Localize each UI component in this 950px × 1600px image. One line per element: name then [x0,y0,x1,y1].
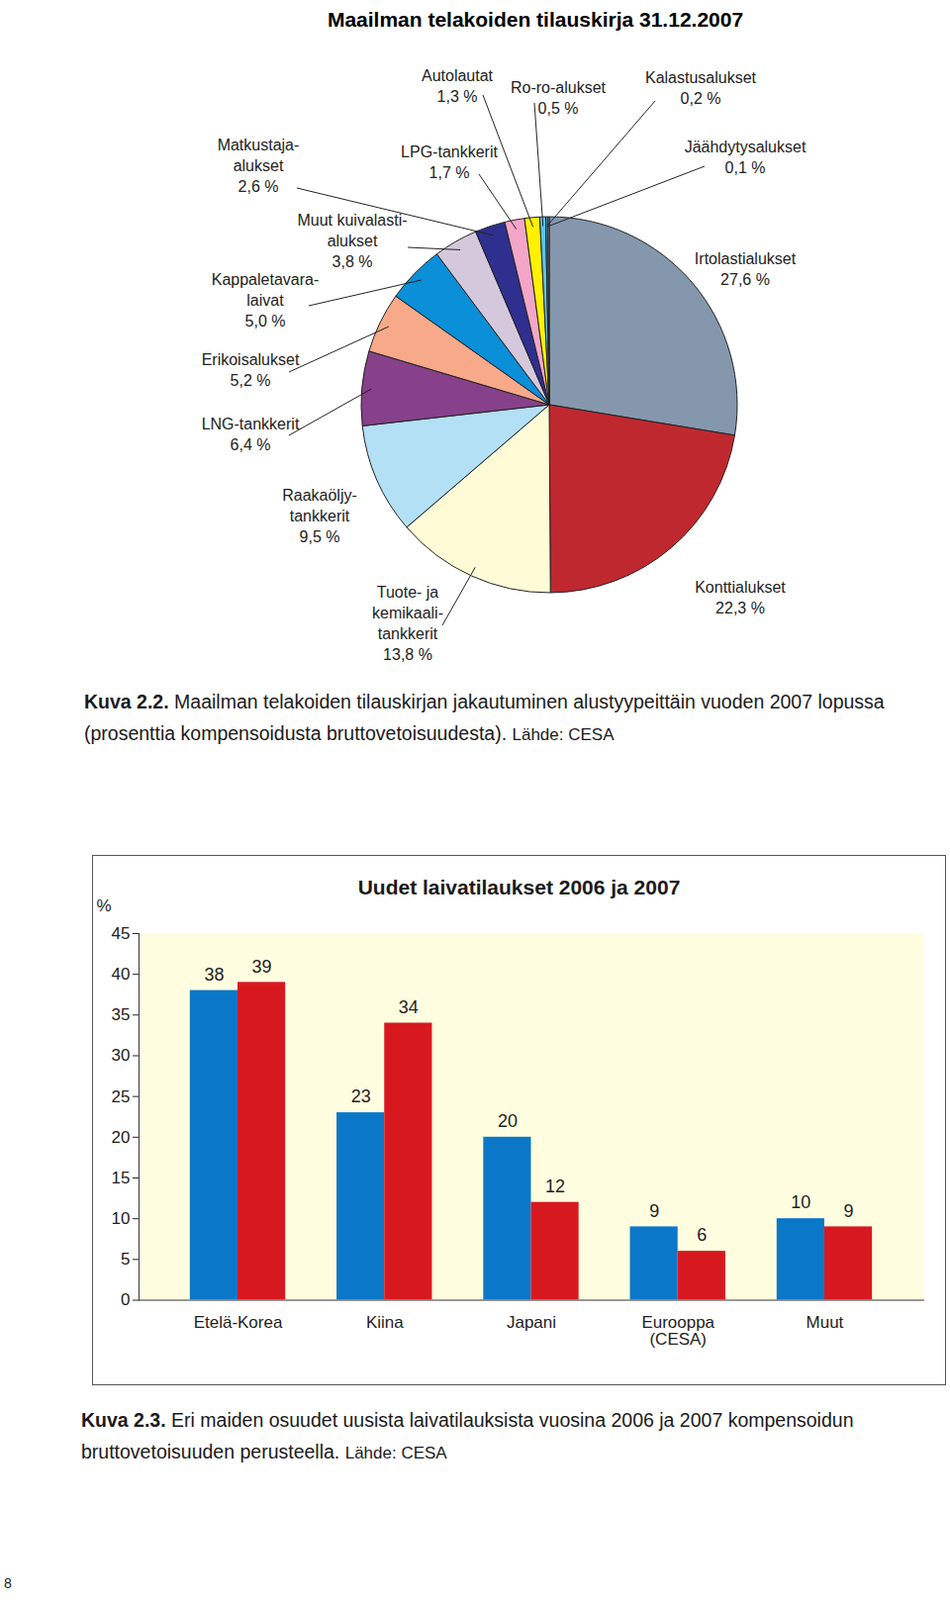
svg-text:9: 9 [649,1201,660,1222]
svg-text:Erikoisalukset5,2 %: Erikoisalukset5,2 % [201,351,300,389]
svg-text:Matkustaja-alukset2,6 %: Matkustaja-alukset2,6 % [217,136,300,195]
svg-text:9: 9 [844,1201,855,1222]
svg-text:39: 39 [252,956,273,977]
svg-text:Jäähdytysalukset0,1 %: Jäähdytysalukset0,1 % [684,138,807,177]
svg-text:45: 45 [111,924,131,944]
svg-text:0: 0 [120,1290,130,1310]
svg-text:Muut kuivalasti-alukset3,8 %: Muut kuivalasti-alukset3,8 % [296,211,407,271]
svg-text:Muut: Muut [806,1313,845,1332]
svg-text:20: 20 [497,1111,518,1132]
svg-text:%: % [96,896,112,916]
html-text:Kuva 2.2. Maailman telakoiden: Kuva 2.2. Maailman telakoiden tilauskirj… [84,690,885,745]
svg-text:Kiina: Kiina [366,1313,404,1332]
svg-text:12: 12 [545,1176,566,1197]
html-text:8: 8 [3,1575,12,1592]
svg-text:5: 5 [120,1249,130,1269]
svg-text:LPG-tankkerit1,7 %: LPG-tankkerit1,7 % [400,143,498,182]
html-text:Uudet laivatilaukset 2006 ja 2: Uudet laivatilaukset 2006 ja 2007 [357,875,681,899]
svg-text:Autolautat1,3 %: Autolautat1,3 % [421,67,494,105]
svg-text:30: 30 [111,1045,131,1065]
svg-text:Konttialukset22,3 %: Konttialukset22,3 % [694,578,786,617]
svg-text:Eurooppa(CESA): Eurooppa(CESA) [641,1313,715,1349]
svg-text:Kappaletavara-laivat5,0 %: Kappaletavara-laivat5,0 % [211,271,320,330]
svg-text:Kalastusalukset0,2 %: Kalastusalukset0,2 % [645,69,758,107]
svg-text:Etelä-Korea: Etelä-Korea [193,1313,284,1332]
svg-text:Irtolastialukset27,6 %: Irtolastialukset27,6 % [694,250,797,288]
svg-text:10: 10 [111,1209,131,1229]
html-text:Kuva 2.3. Eri maiden osuudet u: Kuva 2.3. Eri maiden osuudet uusista lai… [81,1409,854,1463]
svg-text:Raakaöljy-tankkerit9,5 %: Raakaöljy-tankkerit9,5 % [282,486,358,546]
svg-text:34: 34 [398,997,419,1018]
svg-text:25: 25 [111,1087,131,1107]
svg-text:Maailman telakoiden tilauskirj: Maailman telakoiden tilauskirja 31.12.20… [327,7,744,31]
svg-text:15: 15 [111,1168,131,1188]
svg-text:35: 35 [111,1005,131,1025]
svg-text:10: 10 [790,1192,811,1213]
svg-text:Japani: Japani [506,1313,557,1332]
svg-text:38: 38 [203,964,224,985]
svg-text:20: 20 [111,1128,131,1147]
svg-text:LNG-tankkerit6,4 %: LNG-tankkerit6,4 % [201,415,300,454]
svg-text:Tuote- jakemikaali-tankkerit13: Tuote- jakemikaali-tankkerit13,8 % [372,583,444,664]
svg-text:Ro-ro-alukset0,5 %: Ro-ro-alukset0,5 % [510,79,607,117]
svg-text:6: 6 [696,1225,707,1245]
svg-text:23: 23 [351,1086,372,1107]
svg-text:40: 40 [111,964,131,984]
